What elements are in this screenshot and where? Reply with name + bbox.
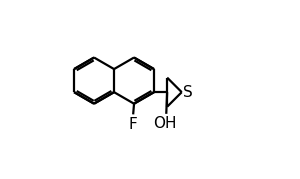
Text: OH: OH: [154, 117, 177, 132]
Text: F: F: [129, 117, 137, 132]
Text: S: S: [183, 85, 193, 100]
